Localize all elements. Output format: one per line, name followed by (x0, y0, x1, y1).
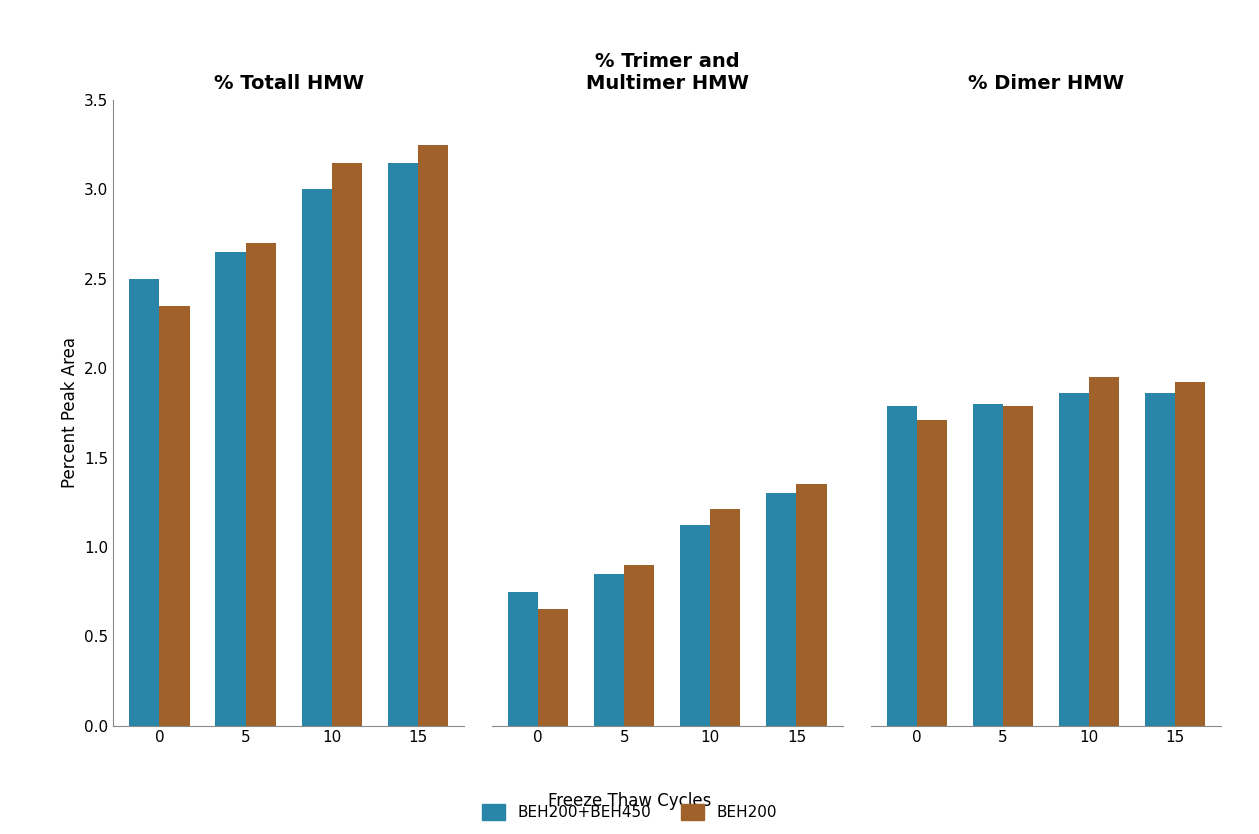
Bar (917, 420, 947, 726)
Bar (797, 485, 827, 726)
Title: % Trimer and
Multimer HMW: % Trimer and Multimer HMW (585, 52, 749, 93)
Bar (538, 610, 568, 726)
Text: Freeze Thaw Cycles: Freeze Thaw Cycles (548, 791, 711, 810)
Bar (1089, 377, 1119, 726)
Bar (1059, 393, 1089, 726)
Bar (973, 404, 1003, 726)
Title: % Totall HMW: % Totall HMW (214, 74, 364, 93)
Bar (388, 163, 418, 726)
Bar (302, 189, 331, 726)
Bar (215, 252, 246, 726)
Title: % Dimer HMW: % Dimer HMW (968, 74, 1124, 93)
Bar (130, 279, 160, 726)
Bar (418, 145, 448, 726)
Bar (680, 525, 710, 726)
Bar (1003, 405, 1032, 726)
Bar (1175, 383, 1205, 726)
Bar (594, 574, 624, 726)
Bar (886, 405, 917, 726)
Legend: BEH200+BEH450, BEH200: BEH200+BEH450, BEH200 (476, 798, 783, 826)
Bar (624, 565, 655, 726)
Bar (710, 510, 740, 726)
Bar (331, 163, 361, 726)
Bar (507, 591, 538, 726)
Bar (767, 493, 797, 726)
Bar (160, 305, 190, 726)
Bar (246, 243, 276, 726)
Y-axis label: Percent Peak Area: Percent Peak Area (60, 337, 78, 489)
Bar (1144, 393, 1175, 726)
